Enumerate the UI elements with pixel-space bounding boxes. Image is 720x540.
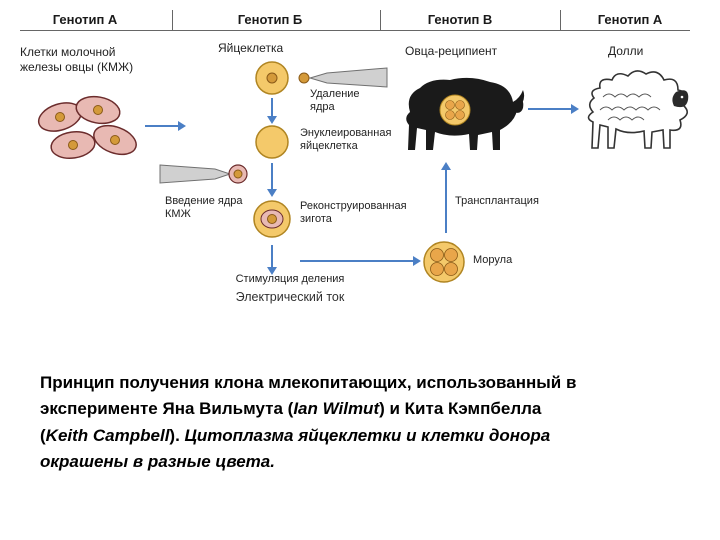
pipette-insert-icon bbox=[160, 155, 265, 193]
label-electric: Электрический ток bbox=[215, 290, 365, 304]
arrow-recon-to-stim bbox=[271, 245, 273, 269]
arrow-donor-to-insert bbox=[145, 125, 180, 127]
caption-line3c: ). bbox=[169, 426, 184, 445]
label-morula: Морула bbox=[473, 254, 512, 266]
arrow-morula-to-recipient bbox=[445, 168, 447, 233]
enucleated-egg-icon bbox=[252, 122, 292, 162]
dolly-sheep-icon bbox=[578, 62, 693, 157]
label-insert-nucleus: Введение ядра КМЖ bbox=[165, 195, 245, 221]
donor-cells-icon bbox=[35, 95, 140, 165]
caption-block: Принцип получения клона млекопитающих, и… bbox=[40, 370, 680, 475]
arrow-enuc-to-recon bbox=[271, 163, 273, 191]
caption-line3b: Keith Campbell bbox=[46, 426, 170, 445]
caption-line4: окрашены в разные цвета. bbox=[40, 452, 275, 471]
recipient-sheep-icon bbox=[395, 60, 525, 160]
caption-line3d: Цитоплазма яйцеклетки и клетки донора bbox=[185, 426, 551, 445]
header-divider-1 bbox=[172, 10, 173, 30]
label-recipient: Овца-реципиент bbox=[405, 44, 497, 58]
label-egg: Яйцеклетка bbox=[218, 41, 283, 55]
label-dolly: Долли bbox=[608, 44, 643, 58]
caption-line2b: Ian Wilmut bbox=[293, 399, 379, 418]
header-genotype-v: Генотип В bbox=[415, 12, 505, 27]
egg-icon bbox=[252, 58, 292, 98]
caption-line2c: ) и Кита Кэмпбелла bbox=[379, 399, 541, 418]
header-genotype-b: Генотип Б bbox=[225, 12, 315, 27]
header-divider-3 bbox=[560, 10, 561, 30]
arrow-stim-to-morula bbox=[300, 260, 415, 262]
recon-zygote-icon bbox=[248, 195, 296, 243]
label-mammary-cells: Клетки молочной железы овцы (КМЖ) bbox=[20, 45, 150, 75]
label-transplantation: Трансплантация bbox=[455, 195, 539, 207]
caption-line2a: эксперименте Яна Вильмута ( bbox=[40, 399, 293, 418]
label-recon-zygote: Реконструированная зигота bbox=[300, 200, 430, 226]
header-rule bbox=[20, 30, 690, 31]
arrow-egg-to-enuc bbox=[271, 98, 273, 118]
caption-line1: Принцип получения клона млекопитающих, и… bbox=[40, 373, 576, 392]
header-genotype-a2: Генотип А bbox=[585, 12, 675, 27]
label-enucleation: Удаление ядра bbox=[310, 88, 380, 114]
header-divider-2 bbox=[380, 10, 381, 30]
label-stimulation: Стимуляция деления bbox=[215, 273, 365, 285]
morula-icon bbox=[420, 238, 468, 286]
header-genotype-a1: Генотип А bbox=[40, 12, 130, 27]
arrow-recipient-to-dolly bbox=[528, 108, 573, 110]
